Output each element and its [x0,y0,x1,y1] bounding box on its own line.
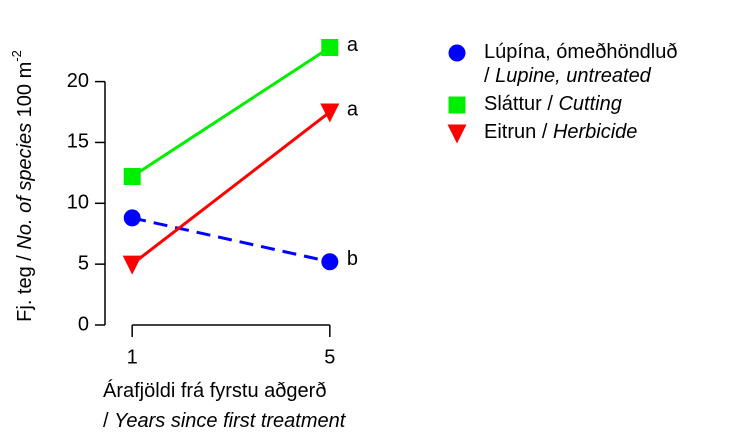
y-tick-label: 10 [67,192,89,214]
x-label-part: Years since first treatment [114,410,347,432]
legend-part: Lupine, untreated [495,65,652,87]
marker [321,39,339,57]
marker [447,124,467,144]
legend-part: / [547,93,558,115]
legend-part: Sláttur [484,93,547,115]
series-line [131,216,331,264]
marker [448,44,466,62]
legend-part: / [484,65,495,87]
end-label: b [347,248,358,270]
marker [123,168,141,186]
x-label-part: Árafjöldi frá fyrstu aðgerð [103,379,326,402]
y-label-part: 100 m [14,62,36,123]
series-line [131,110,331,266]
x-axis-label: Árafjöldi frá fyrstu aðgerð / Years since… [103,379,347,432]
end-label: a [347,98,359,120]
x-label-part: / [103,410,114,432]
y-label-part: Fj. teg / [14,250,36,322]
marker [123,209,141,227]
x-tick-label: 1 [127,346,138,368]
y-label-part: No. of species [14,123,36,250]
legend-part: Eitrun [484,121,542,143]
y-tick-label: 5 [78,252,89,274]
y-tick-label: 15 [67,131,89,153]
marker [122,255,142,275]
legend-part: Lúpína, ómeðhöndluð [484,41,683,63]
x-tick-label: 5 [324,346,335,368]
legend-part: Cutting [558,93,621,115]
legend-label: Sláttur / Cutting [484,93,622,115]
y-axis-label: Fj. teg / No. of species 100 m-2 [9,50,36,322]
y-tick-label: 20 [67,70,89,92]
marker [321,253,339,271]
end-label: a [347,34,359,56]
y-tick-label: 0 [78,313,89,335]
legend-label: Lúpína, ómeðhöndluð / Lupine, untreated [484,41,683,87]
legend-part: Herbicide [553,121,637,143]
series-line [131,46,331,178]
legend-label: Eitrun / Herbicide [484,121,637,143]
marker [448,96,466,114]
marker [320,103,340,123]
legend-part: / [542,121,553,143]
y-label-part: -2 [9,50,24,62]
